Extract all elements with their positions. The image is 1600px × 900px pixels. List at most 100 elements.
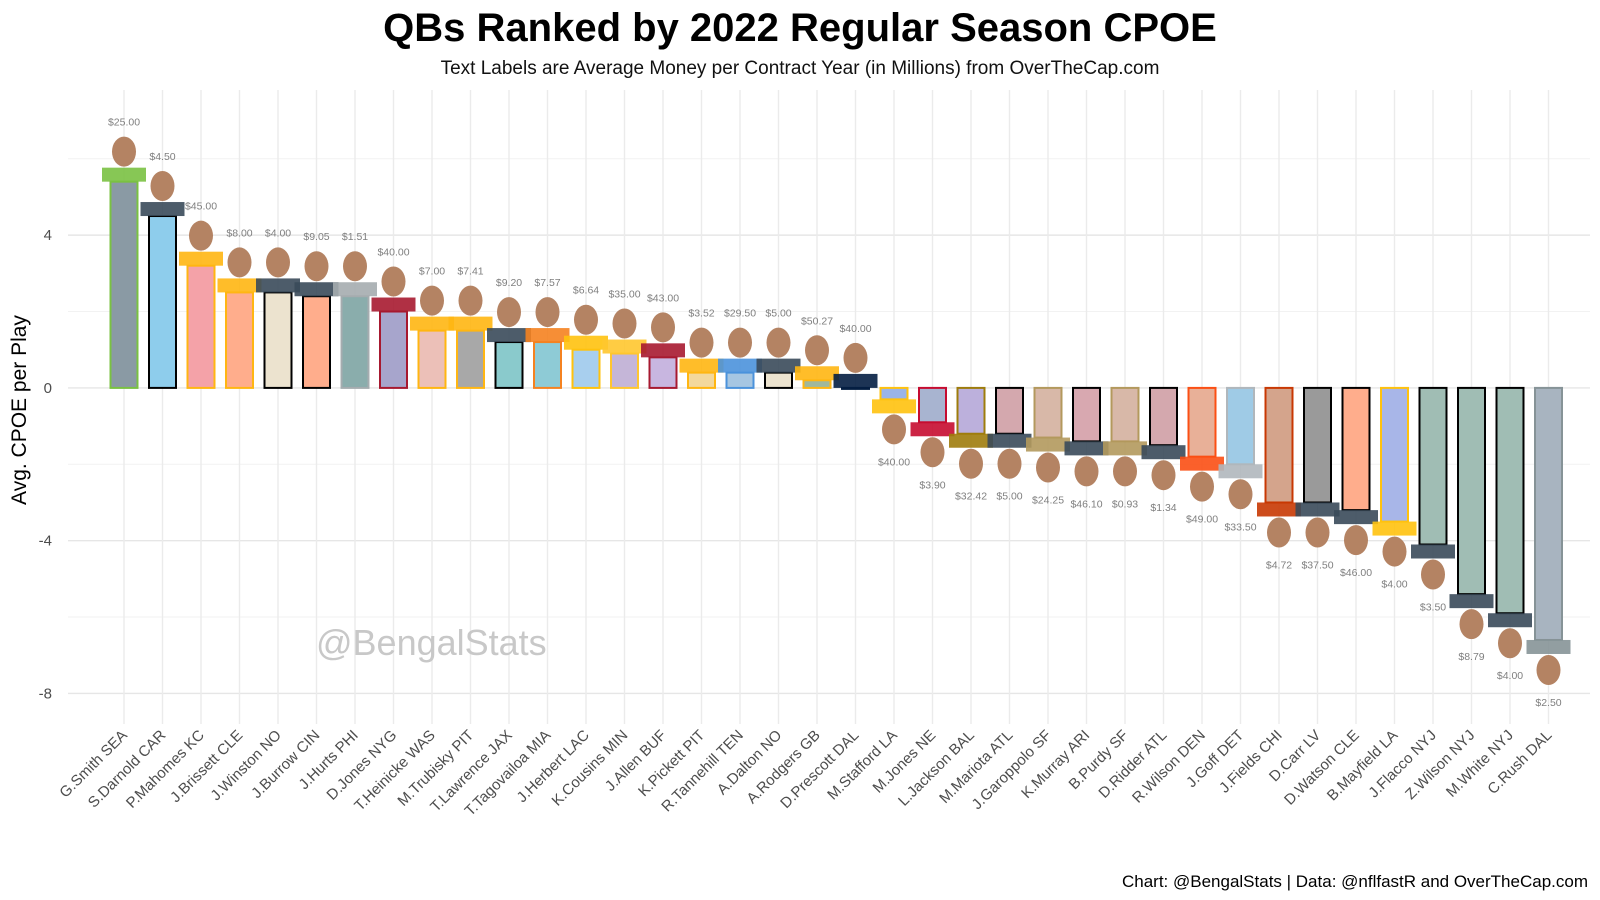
jersey-band bbox=[371, 297, 416, 312]
player-headshot bbox=[1498, 628, 1522, 659]
jersey-band bbox=[525, 328, 570, 343]
jersey-band bbox=[1141, 445, 1186, 460]
salary-label: $37.50 bbox=[1301, 559, 1333, 571]
bar bbox=[1187, 386, 1217, 458]
player-headshot bbox=[112, 136, 136, 167]
jersey-band bbox=[102, 167, 146, 182]
bar bbox=[186, 264, 216, 389]
bar bbox=[1110, 386, 1140, 443]
jersey-band bbox=[179, 251, 223, 266]
jersey-band bbox=[487, 328, 531, 343]
salary-label: $7.41 bbox=[457, 266, 483, 278]
player-headshot bbox=[497, 297, 521, 328]
player-headshot bbox=[304, 251, 329, 282]
player-headshot bbox=[381, 266, 406, 297]
salary-label: $3.50 bbox=[1420, 601, 1446, 613]
player-headshot bbox=[1267, 517, 1291, 548]
bar bbox=[225, 291, 254, 389]
jersey-band bbox=[217, 278, 262, 293]
salary-label: $32.42 bbox=[955, 491, 987, 503]
bar bbox=[1534, 386, 1563, 641]
jersey-band bbox=[1026, 437, 1070, 452]
salary-label: $24.25 bbox=[1032, 495, 1064, 507]
salary-label: $40.00 bbox=[839, 323, 871, 335]
salary-label: $7.57 bbox=[534, 277, 560, 289]
salary-label: $50.27 bbox=[801, 315, 833, 327]
bar bbox=[648, 356, 678, 389]
player-headshot bbox=[574, 304, 598, 335]
salary-label: $7.00 bbox=[419, 266, 445, 278]
chart-title: QBs Ranked by 2022 Regular Season CPOE bbox=[383, 6, 1217, 50]
player-headshot bbox=[1344, 525, 1368, 556]
salary-label: $3.90 bbox=[919, 479, 945, 491]
player-headshot bbox=[420, 285, 444, 316]
salary-label: $40.00 bbox=[878, 456, 910, 468]
player-headshot bbox=[882, 414, 906, 445]
salary-label: $46.10 bbox=[1070, 498, 1102, 510]
player-headshot bbox=[1228, 479, 1253, 510]
jersey-band bbox=[1411, 544, 1455, 559]
jersey-band bbox=[1526, 639, 1571, 654]
player-headshot bbox=[1305, 517, 1330, 548]
y-tick-label: 0 bbox=[44, 380, 52, 397]
jersey-band bbox=[1449, 594, 1494, 609]
jersey-band bbox=[140, 202, 185, 217]
bar bbox=[533, 341, 562, 389]
player-headshot bbox=[227, 247, 252, 278]
chart-caption: Chart: @BengalStats | Data: @nflfastR an… bbox=[1121, 872, 1588, 891]
player-headshot bbox=[959, 448, 983, 479]
jersey-band bbox=[1180, 456, 1224, 471]
salary-label: $4.50 bbox=[149, 151, 175, 163]
bar bbox=[1226, 386, 1255, 466]
salary-label: $5.00 bbox=[996, 491, 1022, 503]
player-headshot bbox=[651, 312, 675, 343]
player-headshot bbox=[1074, 456, 1099, 487]
y-tick-label: -8 bbox=[39, 685, 52, 702]
bar bbox=[1380, 386, 1409, 523]
bar bbox=[302, 295, 331, 389]
salary-label: $43.00 bbox=[647, 292, 679, 304]
salary-label: $8.79 bbox=[1458, 651, 1484, 663]
bar bbox=[879, 386, 909, 401]
player-headshot bbox=[1190, 471, 1214, 502]
jersey-band bbox=[448, 316, 493, 331]
jersey-band bbox=[1488, 613, 1532, 628]
bar bbox=[1418, 386, 1448, 546]
salary-label: $4.00 bbox=[1497, 670, 1523, 682]
bar bbox=[1264, 386, 1294, 504]
player-headshot bbox=[1382, 536, 1407, 567]
jersey-band bbox=[1334, 510, 1378, 525]
player-headshot bbox=[1459, 609, 1484, 640]
jersey-band bbox=[1372, 521, 1417, 536]
player-headshot bbox=[1113, 456, 1137, 487]
jersey-band bbox=[795, 366, 839, 381]
salary-label: $25.00 bbox=[108, 117, 140, 129]
bar bbox=[340, 295, 370, 389]
salary-label: $8.00 bbox=[226, 227, 252, 239]
bar bbox=[764, 371, 793, 389]
jersey-band bbox=[294, 282, 339, 297]
player-headshot bbox=[266, 247, 290, 278]
bar bbox=[841, 386, 870, 390]
jersey-band bbox=[1295, 502, 1340, 517]
player-headshot bbox=[843, 342, 868, 373]
salary-label: $35.00 bbox=[608, 289, 640, 301]
player-headshot bbox=[189, 220, 213, 251]
bar bbox=[1033, 386, 1063, 439]
player-headshot bbox=[766, 327, 791, 358]
player-headshot bbox=[343, 251, 367, 282]
jersey-band bbox=[256, 278, 300, 293]
player-headshot bbox=[1151, 460, 1176, 491]
bar bbox=[109, 180, 139, 389]
player-headshot bbox=[612, 308, 637, 339]
salary-label: $33.50 bbox=[1224, 521, 1256, 533]
chart-subtitle: Text Labels are Average Money per Contra… bbox=[440, 58, 1160, 79]
player-headshot bbox=[150, 171, 175, 202]
bar bbox=[148, 215, 177, 389]
jersey-band bbox=[1257, 502, 1301, 517]
player-headshot bbox=[458, 285, 483, 316]
salary-label: $9.05 bbox=[303, 231, 329, 243]
player-headshot bbox=[1036, 452, 1060, 483]
salary-label: $2.50 bbox=[1535, 697, 1561, 709]
